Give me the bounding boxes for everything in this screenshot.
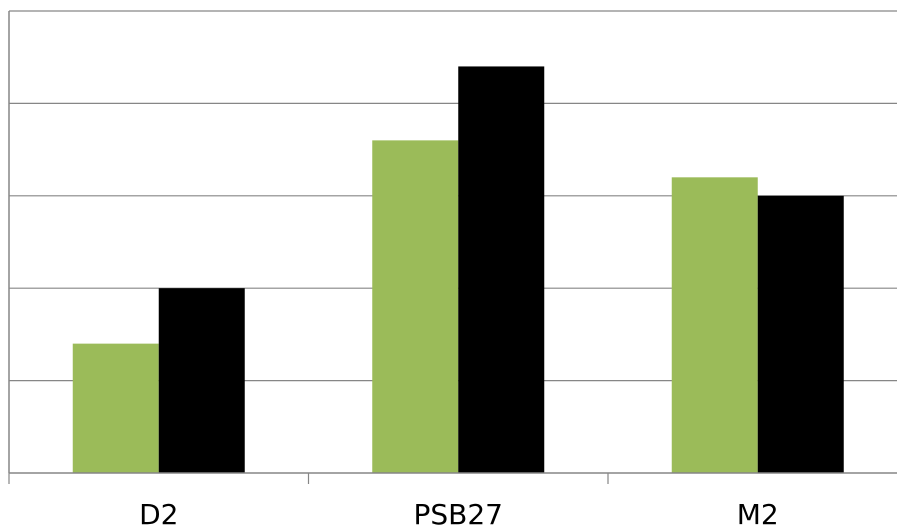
bar-m2-series-2 [757,195,844,474]
x-tick-labels: D2 PSB27 M2 [139,498,779,531]
bar-m2-series-1 [671,177,758,473]
x-tick-label-d2: D2 [139,498,178,531]
bar-d2-series-1 [72,343,159,473]
x-tick-label-m2: M2 [737,498,779,531]
x-tick-label-psb27: PSB27 [414,498,504,531]
x-ticks [8,473,609,484]
bars [72,66,844,474]
axes [8,11,897,474]
bar-psb27-series-2 [458,66,545,473]
bar-psb27-series-1 [372,140,459,474]
bar-d2-series-2 [158,288,245,473]
